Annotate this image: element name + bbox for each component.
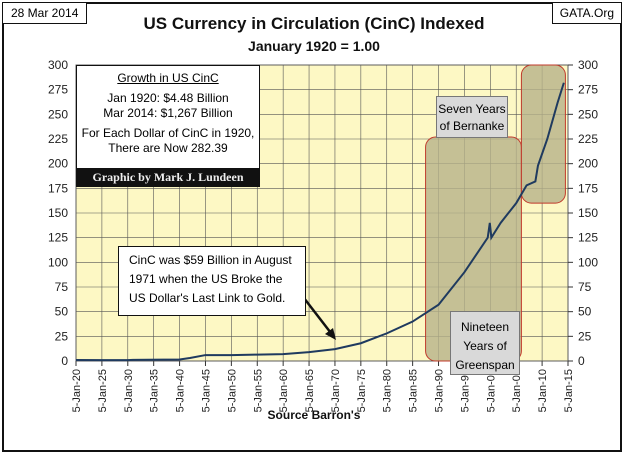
y-tick-label-right: 225 <box>578 132 598 146</box>
bernanke-label-line: of Bernanke <box>439 119 505 133</box>
y-tick-label-left: 75 <box>55 280 69 294</box>
y-tick-label-left: 100 <box>48 255 68 269</box>
y-tick-label-right: 175 <box>578 181 598 195</box>
info-line4: There are Now 282.39 <box>108 141 228 155</box>
x-tick-label: 5-Jan-50 <box>226 369 238 412</box>
source-site-label: GATA.Org <box>551 2 622 24</box>
y-tick-label-left: 150 <box>48 206 68 220</box>
y-tick-label-left: 50 <box>55 305 69 319</box>
y-tick-label-left: 125 <box>48 231 68 245</box>
y-tick-label-right: 275 <box>578 83 598 97</box>
x-tick-label: 5-Jan-10 <box>537 369 549 412</box>
gold-annotation-line: US Dollar's Last Link to Gold. <box>129 291 286 305</box>
info-line2: Mar 2014: $1,267 Billion <box>103 106 233 120</box>
y-tick-label-left: 300 <box>48 58 68 72</box>
x-tick-label: 5-Jan-25 <box>97 369 109 412</box>
author-credit: Graphic by Mark J. Lundeen <box>76 168 260 186</box>
chart-subtitle: January 1920 = 1.00 <box>248 38 380 54</box>
y-tick-label-left: 250 <box>48 107 68 121</box>
chart-frame <box>2 2 622 452</box>
bernanke-label-line: Seven Years <box>438 102 506 116</box>
y-tick-label-left: 275 <box>48 83 68 97</box>
greenspan-label-line: Greenspan <box>455 358 515 372</box>
y-tick-label-right: 125 <box>578 231 598 245</box>
x-tick-label: 5-Jan-85 <box>408 369 420 412</box>
x-tick-label: 5-Jan-60 <box>278 369 290 412</box>
gold-annotation-line: 1971 when the US Broke the <box>129 272 283 286</box>
y-tick-label-right: 300 <box>578 58 598 72</box>
y-tick-label-right: 150 <box>578 206 598 220</box>
x-tick-label: 5-Jan-90 <box>434 369 446 412</box>
x-tick-label: 5-Jan-70 <box>330 369 342 412</box>
y-tick-label-right: 25 <box>578 329 592 343</box>
y-tick-label-left: 175 <box>48 181 68 195</box>
y-tick-label-right: 75 <box>578 280 592 294</box>
x-tick-label: 5-Jan-80 <box>382 369 394 412</box>
x-tick-label: 5-Jan-30 <box>123 369 135 412</box>
y-tick-label-right: 200 <box>578 157 598 171</box>
gold-annotation: CinC was $59 Billion in August 1971 when… <box>118 246 306 316</box>
x-tick-label: 5-Jan-15 <box>563 369 575 412</box>
info-box: Growth in US CinC Jan 1920: $4.48 Billio… <box>76 65 260 187</box>
x-tick-label: 5-Jan-65 <box>304 369 316 412</box>
info-line3: For Each Dollar of CinC in 1920, <box>81 126 255 140</box>
x-tick-label: 5-Jan-55 <box>252 369 264 412</box>
y-tick-label-left: 200 <box>48 157 68 171</box>
y-tick-label-right: 50 <box>578 305 592 319</box>
x-tick-label: 5-Jan-45 <box>200 369 212 412</box>
cinc-line <box>75 82 565 362</box>
x-tick-label: 5-Jan-35 <box>149 369 161 412</box>
y-tick-label-left: 225 <box>48 132 68 146</box>
greenspan-label-line: Nineteen <box>460 320 510 334</box>
y-tick-label-left: 0 <box>61 354 68 368</box>
x-tick-label: 5-Jan-05 <box>511 369 523 412</box>
y-tick-label-right: 0 <box>578 354 585 368</box>
x-tick-label: 5-Jan-00 <box>485 369 497 412</box>
chart-title: US Currency in Circulation (CinC) Indexe… <box>143 14 485 33</box>
gold-annotation-line: CinC was $59 Billion in August <box>129 253 292 267</box>
arrow-head <box>325 328 336 340</box>
x-axis-label: Source Barron's <box>267 408 361 422</box>
x-tick-label: 5-Jan-40 <box>175 369 187 412</box>
info-heading: Growth in US CinC <box>117 71 219 85</box>
x-tick-label: 5-Jan-20 <box>71 369 83 412</box>
bernanke-label: Seven Years of Bernanke <box>436 96 508 138</box>
y-tick-label-right: 100 <box>578 255 598 269</box>
x-tick-label: 5-Jan-75 <box>356 369 368 412</box>
y-tick-label-left: 25 <box>55 329 69 343</box>
greenspan-label: Nineteen Years of Greenspan <box>450 311 520 375</box>
greenspan-label-line: Years of <box>463 339 507 353</box>
date-label: 28 Mar 2014 <box>2 2 88 24</box>
info-line1: Jan 1920: $4.48 Billion <box>107 91 229 105</box>
bernanke-region <box>520 64 566 204</box>
x-tick-label: 5-Jan-95 <box>459 369 471 412</box>
y-tick-label-right: 250 <box>578 107 598 121</box>
